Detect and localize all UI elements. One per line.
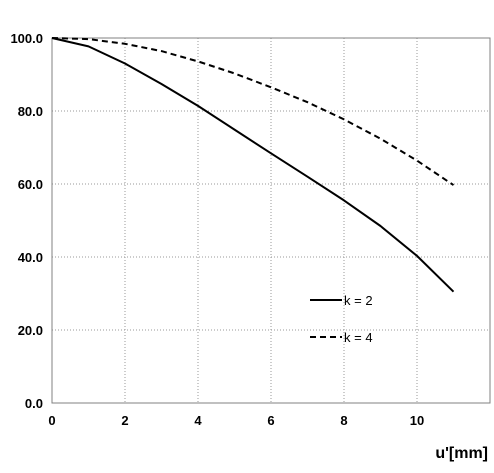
x-tick-label: 8 — [340, 413, 347, 428]
legend-label: k = 4 — [344, 330, 373, 345]
x-axis-title: u'[mm] — [435, 445, 488, 462]
legend: k = 2 k = 4 — [310, 293, 373, 345]
y-axis-ticks: 0.0 20.0 40.0 60.0 80.0 100.0 — [10, 31, 43, 411]
y-tick-label: 80.0 — [18, 104, 43, 119]
y-tick-label: 20.0 — [18, 323, 43, 338]
y-tick-label: 0.0 — [25, 396, 43, 411]
x-tick-label: 6 — [267, 413, 274, 428]
x-tick-label: 10 — [410, 413, 424, 428]
grid-lines — [52, 38, 490, 403]
x-axis-ticks: 0 2 4 6 8 10 — [48, 413, 424, 428]
x-tick-label: 2 — [121, 413, 128, 428]
series-line-1 — [51, 37, 455, 293]
legend-label: k = 2 — [344, 293, 373, 308]
plot-frame — [51, 37, 491, 404]
y-tick-label: 40.0 — [18, 250, 43, 265]
x-tick-label: 4 — [194, 413, 202, 428]
y-tick-label: 60.0 — [18, 177, 43, 192]
x-tick-label: 0 — [48, 413, 55, 428]
y-tick-label: 100.0 — [10, 31, 43, 46]
series-lines — [51, 37, 455, 293]
series-line-2 — [51, 37, 455, 186]
